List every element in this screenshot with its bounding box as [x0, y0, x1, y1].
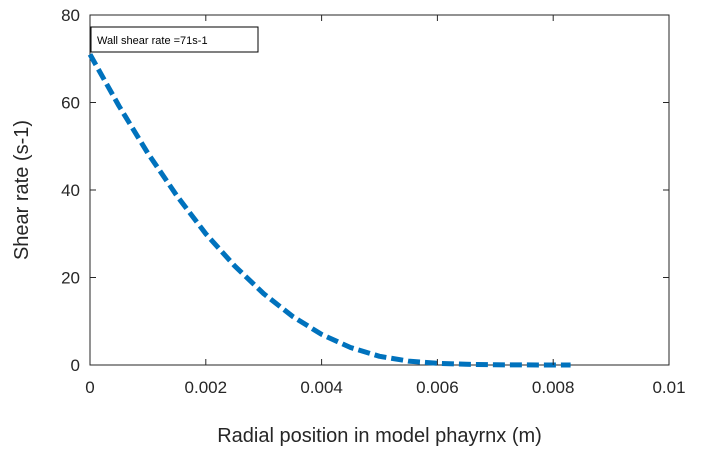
x-tick-label: 0.01: [652, 378, 685, 397]
plot-box: [89, 14, 670, 366]
x-axis-label: Radial position in model phayrnx (m): [217, 425, 542, 447]
y-tick-label: 0: [71, 356, 80, 375]
annotation-layer: Wall shear rate =71s-1: [90, 26, 259, 53]
y-axis-ticks: 0 20 40 60 80: [61, 6, 669, 375]
axes-frame: [89, 14, 670, 366]
y-tick-label: 60: [61, 94, 80, 113]
x-tick-label: 0.002: [185, 378, 228, 397]
y-axis-label: Shear rate (s-1): [11, 120, 33, 260]
x-tick-label: 0.008: [532, 378, 575, 397]
x-tick-label: 0.006: [416, 378, 459, 397]
annotation-text: Wall shear rate =71s-1: [97, 35, 208, 47]
annotation-box: [90, 26, 259, 53]
y-tick-label: 80: [61, 6, 80, 25]
x-tick-label: 0.004: [300, 378, 343, 397]
series-layer: [87, 53, 571, 368]
y-tick-label: 20: [61, 269, 80, 288]
y-tick-label: 40: [61, 181, 80, 200]
x-axis-ticks: 0 0.002 0.004 0.006 0.008 0.01: [85, 15, 686, 397]
x-tick-label: 0: [85, 378, 94, 397]
series-line: [87, 53, 571, 368]
